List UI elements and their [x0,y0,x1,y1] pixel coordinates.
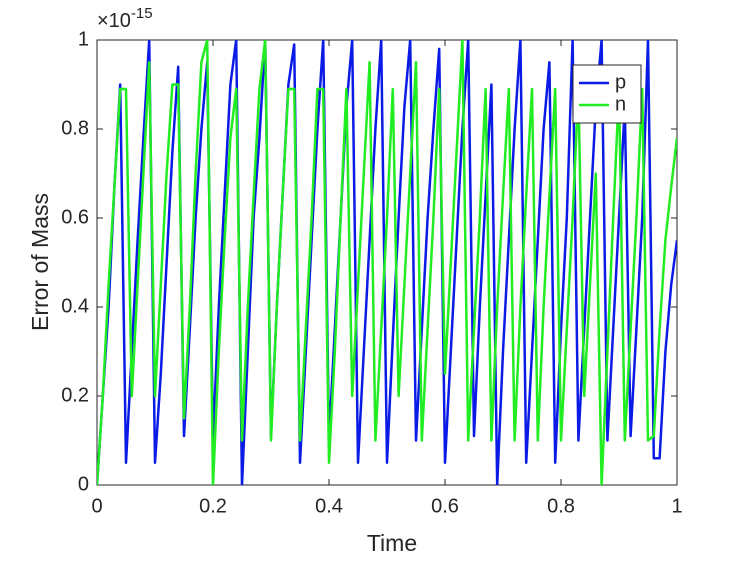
y-tick-label: 0.8 [61,117,89,139]
y-multiplier-power: -15 [131,5,153,22]
legend-label: p [615,71,626,93]
x-tick-label: 0.2 [199,495,227,517]
legend-label: n [615,93,626,115]
series-line [97,40,677,485]
y-axis-label: Error of Mass [27,193,53,331]
y-tick-label: 0.2 [61,384,89,406]
y-tick-label: 0.6 [61,206,89,228]
x-tick-label: 0 [91,495,102,517]
legend: pn [572,64,642,124]
x-tick-label: 1 [671,495,682,517]
x-axis-label: Time [367,530,417,556]
legend-box [572,64,642,124]
x-tick-label: 0.6 [431,495,459,517]
x-tick-label: 0.8 [547,495,575,517]
y-tick-label: 1 [78,28,89,50]
y-multiplier-base: ×10 [97,10,131,32]
y-multiplier: ×10-15 [97,5,153,32]
y-tick-label: 0 [78,473,89,495]
x-tick-label: 0.4 [315,495,343,517]
series-line [97,40,677,485]
y-tick-label: 0.4 [61,295,89,317]
